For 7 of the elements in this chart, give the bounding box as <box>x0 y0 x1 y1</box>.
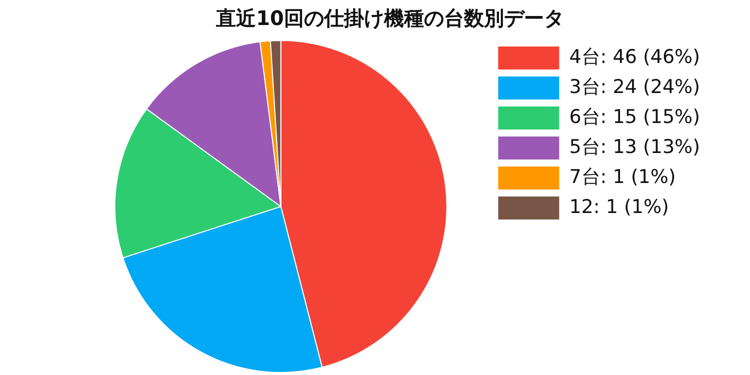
legend-label: 7台: 1 (1%) <box>569 166 676 188</box>
chart-title: 直近10回の仕掛け機種の台数別データ <box>215 6 564 30</box>
legend-label: 4台: 46 (46%) <box>569 46 700 68</box>
legend-label: 12: 1 (1%) <box>569 196 669 218</box>
legend-label: 3台: 24 (24%) <box>569 76 700 98</box>
legend-label: 5台: 13 (13%) <box>569 136 700 158</box>
legend-label: 6台: 15 (15%) <box>569 106 700 128</box>
